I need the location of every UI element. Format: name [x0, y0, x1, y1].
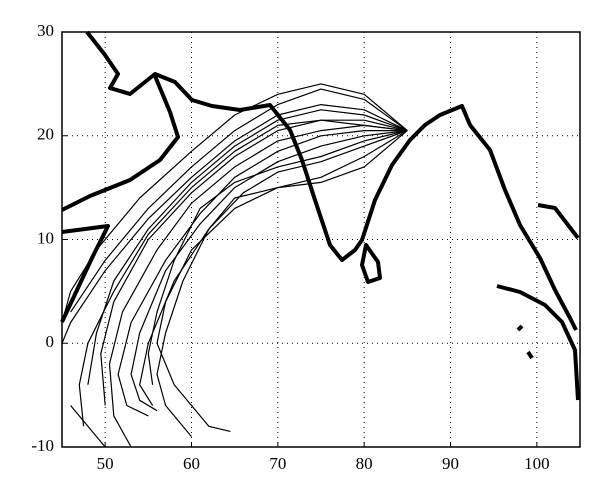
- coastline: [360, 243, 382, 284]
- x-tick-label: 100: [524, 454, 550, 473]
- coastlines: [60, 30, 580, 401]
- plot-area: [61, 83, 408, 448]
- trajectory: [156, 130, 408, 437]
- coastline: [85, 30, 578, 331]
- trajectory: [70, 88, 408, 313]
- coastline: [60, 224, 110, 323]
- x-tick-label: 50: [97, 454, 114, 473]
- trajectory: [87, 109, 408, 385]
- x-tick-label: 70: [269, 454, 286, 473]
- coastline: [61, 75, 180, 212]
- coastline: [537, 203, 580, 240]
- trajectory: [78, 119, 408, 427]
- x-tick-label: 60: [183, 454, 200, 473]
- x-tick-label: 90: [442, 454, 459, 473]
- x-tick-label: 80: [356, 454, 373, 473]
- trajectory: [108, 124, 408, 448]
- trajectory: [130, 130, 408, 412]
- y-tick-label: 30: [37, 21, 54, 40]
- y-tick-label: 10: [37, 228, 54, 247]
- trajectory: [117, 130, 408, 417]
- trajectory: [61, 83, 408, 323]
- trajectory: [139, 130, 408, 406]
- trajectory: [61, 104, 408, 344]
- coastline: [516, 324, 534, 360]
- trajectory: [147, 130, 408, 385]
- y-tick-label: 0: [46, 332, 55, 351]
- trajectory: [100, 119, 408, 406]
- coastline: [496, 284, 580, 401]
- y-tick-label: -10: [31, 436, 54, 455]
- y-tick-label: 20: [37, 125, 54, 144]
- trajectory: [156, 130, 408, 432]
- trajectory: [70, 405, 106, 448]
